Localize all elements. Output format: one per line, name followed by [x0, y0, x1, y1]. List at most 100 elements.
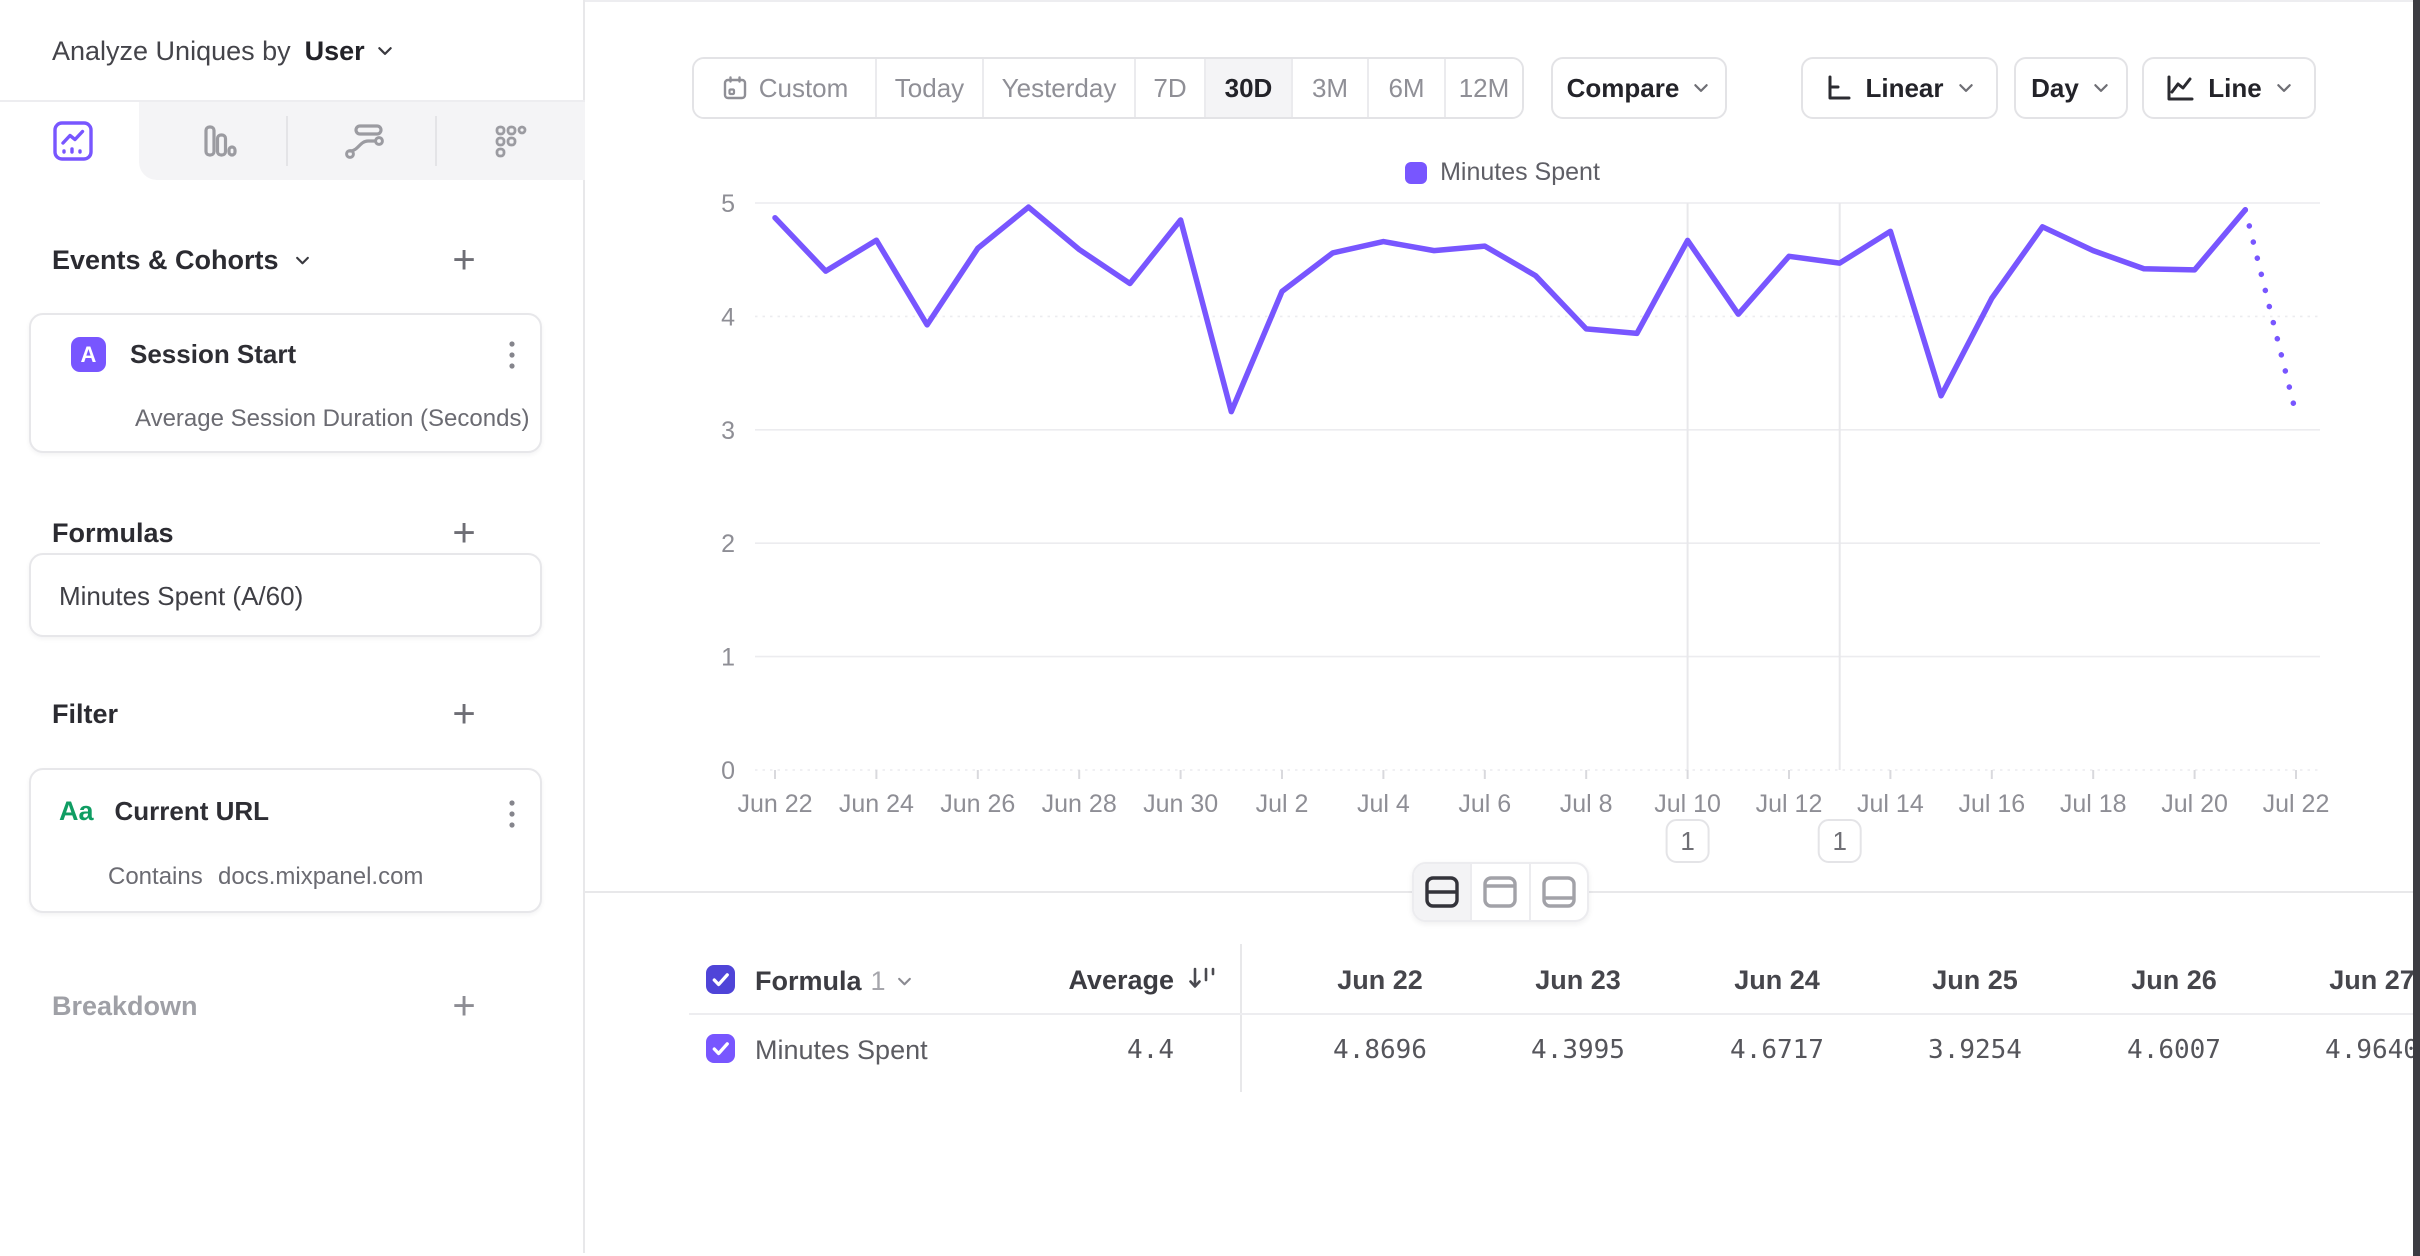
date-range-yesterday[interactable]: Yesterday: [982, 59, 1134, 117]
tab-metrics-grid[interactable]: [438, 102, 584, 180]
tab-divider: [286, 116, 288, 166]
add-filter-button[interactable]: +: [438, 690, 490, 738]
column-header-jun22[interactable]: Jun 22: [1337, 965, 1423, 995]
analyze-by-control: Analyze Uniques by User: [52, 28, 395, 74]
average-column-header[interactable]: Average: [1068, 965, 1174, 995]
line-chart-type-icon: [2167, 75, 2194, 101]
date-range-today[interactable]: Today: [875, 59, 982, 117]
chevron-down-icon: [295, 256, 309, 264]
column-header-jun24[interactable]: Jun 24: [1734, 965, 1820, 995]
event-card-session-start[interactable]: A Session Start Average Session Duration…: [29, 313, 542, 453]
series-row-checkbox[interactable]: [706, 1034, 735, 1063]
tab-insights-line-selected[interactable]: [0, 102, 146, 180]
chart-type-dropdown[interactable]: Line: [2142, 57, 2316, 119]
svg-text:Jul 4: Jul 4: [1357, 790, 1410, 818]
filter-operator[interactable]: Contains: [108, 863, 203, 890]
formulas-heading: Formulas: [52, 509, 542, 557]
add-formula-button[interactable]: +: [438, 509, 490, 557]
date-range-custom[interactable]: Custom: [694, 59, 875, 117]
svg-text:2: 2: [721, 530, 735, 558]
svg-text:Jul 14: Jul 14: [1857, 790, 1924, 818]
analyze-by-value: User: [304, 35, 365, 66]
svg-text:Jul 6: Jul 6: [1458, 790, 1511, 818]
analyze-by-label: Analyze Uniques by: [52, 35, 291, 66]
breakdown-heading: Breakdown: [52, 982, 542, 1030]
formula-card[interactable]: Minutes Spent (A/60): [29, 553, 542, 637]
date-range-12m[interactable]: 12M: [1444, 59, 1522, 117]
svg-text:Jun 28: Jun 28: [1042, 790, 1117, 818]
date-range-6m[interactable]: 6M: [1367, 59, 1444, 117]
tab-flow[interactable]: [292, 102, 438, 180]
view-chart-only-button[interactable]: [1470, 864, 1528, 920]
table-cell-jun24: 4.6717: [1730, 1035, 1824, 1065]
column-header-jun26[interactable]: Jun 26: [2131, 965, 2217, 995]
line-chart[interactable]: 0 1 2 3 4 5 Jun 22 Jun 24 Jun 26 Jun 28 Jun 30 Jul …: [585, 0, 2420, 880]
filter-label: Filter: [52, 698, 119, 729]
bar-chart-tab-icon: [204, 125, 237, 157]
metrics-grid-tab-icon: [495, 125, 527, 158]
checkmark-icon: [712, 973, 729, 987]
date-range-30d-selected[interactable]: 30D: [1204, 59, 1291, 117]
event-options-kebab-icon[interactable]: [497, 337, 527, 377]
svg-text:Jul 10: Jul 10: [1654, 790, 1721, 818]
tab-bar-chart[interactable]: [146, 102, 292, 180]
view-split-button[interactable]: [1414, 864, 1471, 920]
view-table-only-button[interactable]: [1528, 864, 1587, 920]
column-header-jun27[interactable]: Jun 27: [2329, 965, 2415, 995]
sort-descending-icon[interactable]: [1185, 962, 1219, 996]
chevron-down-icon: [377, 47, 392, 55]
date-range-3m[interactable]: 3M: [1291, 59, 1367, 117]
tab-divider: [435, 116, 437, 166]
table-select-all-checkbox[interactable]: [706, 965, 735, 994]
analyze-by-dropdown[interactable]: User: [305, 36, 395, 67]
svg-text:Jun 22: Jun 22: [737, 790, 812, 818]
chart-only-view-icon: [1483, 876, 1518, 908]
interval-dropdown[interactable]: Day: [2014, 57, 2128, 119]
svg-text:5: 5: [721, 190, 735, 218]
checkmark-icon: [712, 1042, 729, 1056]
top-divider: [0, 0, 2420, 2]
svg-text:Jun 30: Jun 30: [1143, 790, 1218, 818]
svg-text:1: 1: [1832, 826, 1846, 856]
add-breakdown-button[interactable]: +: [438, 982, 490, 1030]
flow-tab-icon: [345, 124, 384, 159]
string-property-icon: Aa: [59, 796, 94, 826]
chevron-down-icon: [897, 977, 911, 985]
compare-button[interactable]: Compare: [1551, 57, 1727, 119]
add-event-button[interactable]: +: [438, 236, 490, 284]
date-range-7d[interactable]: 7D: [1134, 59, 1204, 117]
events-cohorts-label: Events & Cohorts: [52, 244, 279, 275]
series-row-name[interactable]: Minutes Spent: [755, 1035, 928, 1065]
scale-dropdown[interactable]: Linear: [1801, 57, 1998, 119]
filter-value[interactable]: docs.mixpanel.com: [218, 863, 424, 890]
svg-text:Jul 12: Jul 12: [1756, 790, 1823, 818]
events-cohorts-heading[interactable]: Events & Cohorts: [52, 236, 542, 284]
event-aggregation[interactable]: Average Session Duration (Seconds): [135, 405, 530, 432]
table-group-dropdown[interactable]: Formula 1: [755, 965, 914, 997]
table-cell-jun25: 3.9254: [1928, 1035, 2022, 1065]
filter-property-name: Current URL: [114, 796, 270, 826]
legend-series-label: Minutes Spent: [1440, 158, 1600, 186]
column-header-jun23[interactable]: Jun 23: [1535, 965, 1621, 995]
filter-card-current-url[interactable]: Aa Current URL Contains docs.mixpanel.co…: [29, 768, 542, 913]
line-chart-tab-icon: [53, 121, 93, 161]
layout-view-toggle: [1412, 862, 1589, 922]
chevron-down-icon: [1958, 84, 1973, 92]
column-header-jun25[interactable]: Jun 25: [1932, 965, 2018, 995]
group-number: 1: [870, 965, 886, 996]
svg-text:4: 4: [721, 303, 735, 331]
svg-text:1: 1: [721, 644, 735, 672]
svg-text:Jun 24: Jun 24: [839, 790, 914, 818]
chevron-down-icon: [2094, 84, 2108, 92]
screen-right-edge: [2413, 0, 2420, 1256]
table-column-divider: [1240, 944, 1242, 1092]
event-name: Session Start: [130, 339, 297, 369]
chevron-down-icon: [2276, 84, 2291, 92]
svg-text:1: 1: [1680, 826, 1694, 856]
svg-text:Jul 20: Jul 20: [2161, 790, 2228, 818]
table-row-separator: [689, 1013, 2420, 1015]
query-builder-sidebar: Analyze Uniques by User: [0, 0, 585, 1253]
svg-text:Jul 8: Jul 8: [1560, 790, 1613, 818]
date-range-control: Custom Today Yesterday 7D 30D 3M 6M 12M: [692, 57, 1524, 119]
filter-options-kebab-icon[interactable]: [497, 796, 527, 836]
